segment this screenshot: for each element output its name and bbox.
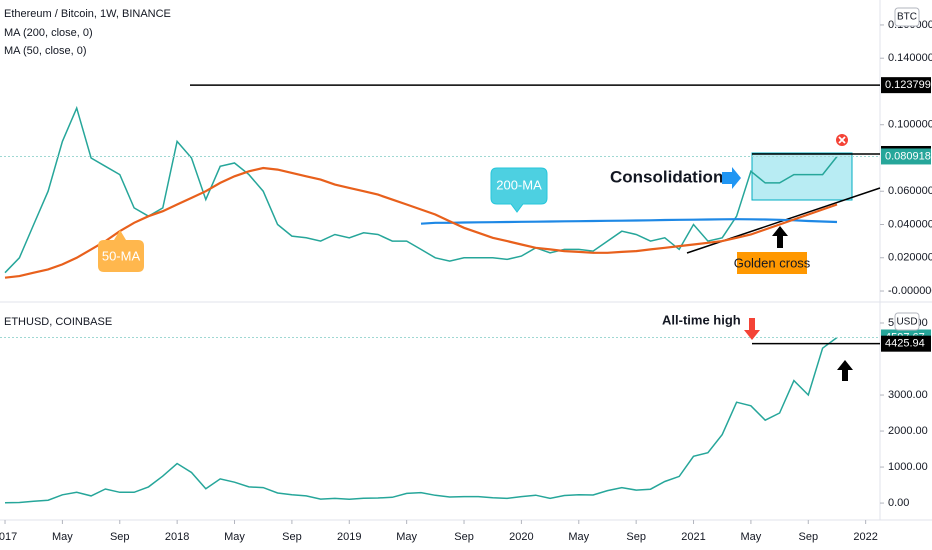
x-tick-label: 2022 xyxy=(853,531,877,543)
x-tick-label: May xyxy=(396,531,417,543)
price-label-box xyxy=(881,335,931,352)
arrow xyxy=(772,226,788,248)
x-tick-label: May xyxy=(741,531,762,543)
callout xyxy=(737,252,807,274)
x-tick-label: May xyxy=(568,531,589,543)
y-tick-label: 0.00 xyxy=(888,497,909,509)
x-tick-label: May xyxy=(52,531,73,543)
series-group xyxy=(4,336,838,504)
unit-label[interactable]: BTC xyxy=(897,12,917,23)
y-tick-label: 3000.00 xyxy=(888,389,928,401)
arrow xyxy=(722,167,741,189)
x-tick-label: Sep xyxy=(798,531,818,543)
annotation: 200-MA xyxy=(496,177,542,192)
annotation: 50-MA xyxy=(102,248,141,263)
price-label-box xyxy=(881,148,931,165)
x-tick-label: 2021 xyxy=(681,531,705,543)
callout xyxy=(98,230,144,272)
x-tick-label: Sep xyxy=(626,531,646,543)
x-tick-label: 2019 xyxy=(337,531,361,543)
x-tick-label: Sep xyxy=(282,531,302,543)
y-tick-label: 0.040000 xyxy=(888,218,932,230)
x-tick-label: 2017 xyxy=(0,531,17,543)
series-group xyxy=(4,105,838,279)
x-tick-label: May xyxy=(224,531,245,543)
pane-title: Ethereum / Bitcoin, 1W, BINANCE xyxy=(4,8,171,20)
annotation: All-time high xyxy=(662,312,741,327)
y-tick-label: 0.060000 xyxy=(888,185,932,197)
x-tick-label: 2018 xyxy=(165,531,189,543)
callout xyxy=(490,167,548,213)
unit-label[interactable]: USD xyxy=(896,317,917,328)
price-label: 0.123799 xyxy=(885,79,931,91)
series-line xyxy=(4,105,838,274)
arrow xyxy=(744,318,760,340)
price-label-box xyxy=(881,77,931,94)
consolidation-box xyxy=(751,152,853,201)
legend-entry: MA (50, close, 0) xyxy=(4,45,87,57)
annotation: Golden cross xyxy=(734,255,811,270)
series-line xyxy=(4,166,838,279)
price-label: 4425.94 xyxy=(885,338,925,350)
unit-box[interactable] xyxy=(894,7,920,27)
price-label: 0.080918 xyxy=(885,150,931,162)
series-line xyxy=(4,336,838,504)
pane-title: ETHUSD, COINBASE xyxy=(4,316,112,328)
annotation: Consolidation xyxy=(610,167,723,186)
y-tick-label: 0.140000 xyxy=(888,52,932,64)
legend-entry: MA (200, close, 0) xyxy=(4,27,93,39)
series-line xyxy=(420,218,838,225)
arrow xyxy=(837,360,853,381)
y-tick-label: 2000.00 xyxy=(888,425,928,437)
y-tick-label: 1000.00 xyxy=(888,461,928,473)
x-tick-label: Sep xyxy=(110,531,130,543)
close-icon-x[interactable] xyxy=(838,136,846,144)
x-tick-label: Sep xyxy=(454,531,474,543)
y-tick-label: 0.100000 xyxy=(888,119,932,131)
y-tick-label: 0.020000 xyxy=(888,252,932,264)
unit-box[interactable] xyxy=(894,312,920,331)
x-tick-label: 2020 xyxy=(509,531,533,543)
